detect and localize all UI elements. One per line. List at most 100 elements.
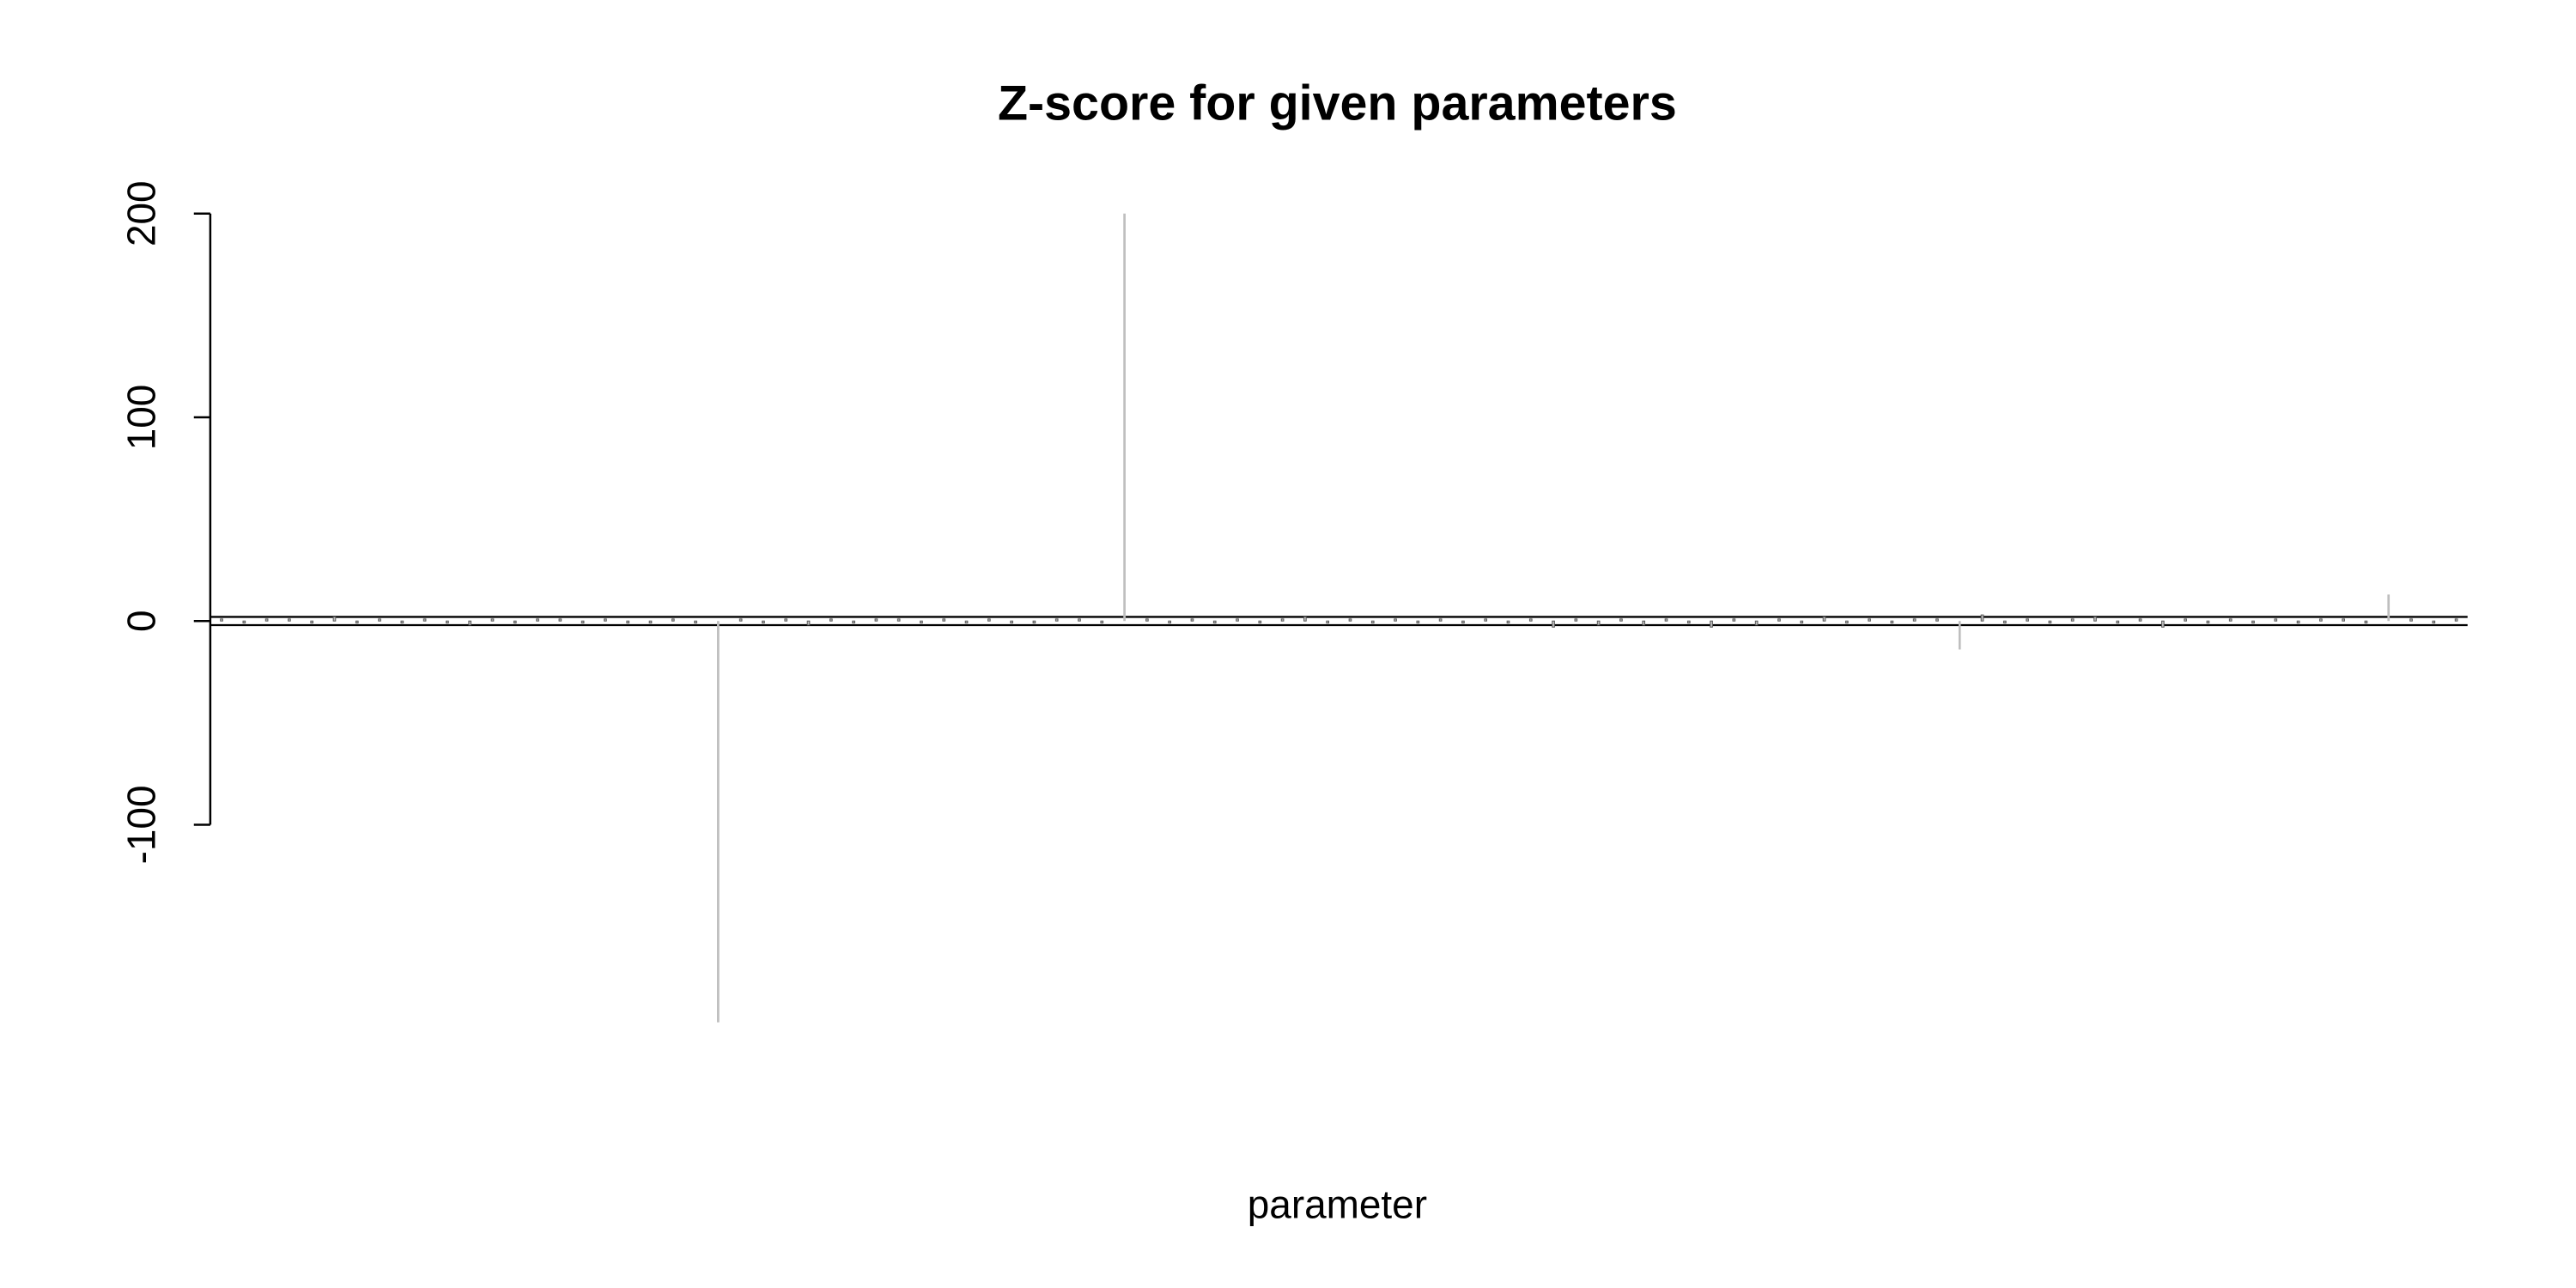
bar	[1686, 620, 1691, 624]
bar	[874, 618, 878, 622]
bar	[1370, 620, 1375, 624]
bar	[920, 620, 923, 624]
bar	[1506, 620, 1510, 624]
bar	[1890, 620, 1894, 624]
bar	[829, 618, 833, 622]
bar	[1596, 620, 1601, 626]
bar	[784, 618, 788, 622]
bar	[1078, 618, 1081, 622]
bar	[468, 620, 472, 626]
bar	[2319, 618, 2323, 622]
bar	[536, 618, 539, 622]
bar	[1800, 620, 1804, 624]
bar	[2342, 618, 2345, 622]
bar	[1619, 618, 1623, 622]
bar	[1168, 620, 1171, 624]
y-tick-label: 200	[118, 180, 163, 246]
bar	[2387, 594, 2391, 622]
bar	[2251, 620, 2255, 624]
bar	[400, 620, 404, 624]
bar	[220, 618, 223, 622]
bar	[490, 618, 495, 622]
bar	[446, 620, 449, 624]
bar	[1461, 620, 1465, 624]
bar	[242, 620, 246, 624]
bar	[1958, 621, 1961, 650]
bar	[1484, 618, 1488, 622]
bar	[648, 620, 653, 624]
bar	[2002, 620, 2007, 624]
bar	[2138, 618, 2142, 622]
bar	[1935, 618, 1939, 622]
bar	[2432, 620, 2436, 624]
bar	[2296, 620, 2300, 624]
bar	[1868, 618, 1871, 622]
bar	[2409, 618, 2413, 622]
bar	[1348, 618, 1352, 622]
bar	[1123, 213, 1126, 622]
bar	[1822, 616, 1826, 622]
chart-title: Z-score for given parameters	[998, 76, 1677, 131]
bar	[558, 618, 562, 622]
bar	[604, 618, 607, 622]
bar	[2093, 616, 2097, 622]
bar	[1732, 618, 1736, 622]
bar	[310, 620, 314, 624]
bar	[2116, 620, 2120, 624]
bar	[1528, 618, 1533, 622]
bar	[1438, 618, 1443, 622]
bar	[355, 620, 359, 624]
bar	[1552, 620, 1555, 628]
bar	[1212, 620, 1217, 624]
bar	[1054, 618, 1059, 622]
bar	[694, 620, 697, 624]
bar	[1980, 614, 1984, 622]
bar	[513, 620, 517, 624]
bar	[332, 616, 337, 622]
bar	[1416, 620, 1420, 624]
bar	[806, 620, 811, 626]
bar	[896, 618, 901, 622]
bar	[1010, 620, 1013, 624]
bar	[2206, 620, 2210, 624]
bar	[717, 621, 720, 1023]
bar	[378, 618, 381, 622]
x-axis-label: parameter	[1248, 1182, 1427, 1226]
bar	[2070, 618, 2075, 622]
bar	[1844, 620, 1849, 624]
bar	[1664, 618, 1668, 622]
bar	[1710, 620, 1713, 628]
bar	[942, 618, 946, 622]
bar	[852, 620, 855, 624]
bar	[1100, 620, 1104, 624]
bar	[762, 620, 765, 624]
bar	[288, 618, 291, 622]
bar	[2274, 618, 2278, 622]
y-tick-label: 100	[118, 385, 163, 451]
bar	[1190, 618, 1194, 622]
bar	[1032, 620, 1036, 624]
bar	[1145, 618, 1149, 622]
bar	[2364, 620, 2368, 624]
bar	[738, 618, 743, 622]
bar	[626, 620, 630, 624]
bar	[2026, 618, 2029, 622]
bar	[422, 618, 427, 622]
bar	[1574, 618, 1578, 622]
y-tick-label: 0	[118, 610, 163, 632]
bar	[1394, 618, 1397, 622]
bar	[1754, 620, 1759, 626]
bar	[1258, 620, 1262, 624]
bar	[580, 620, 585, 624]
bar	[1303, 616, 1307, 622]
bar	[2228, 618, 2233, 622]
bar	[1912, 618, 1917, 622]
bar	[1280, 618, 1285, 622]
bar	[671, 618, 675, 622]
bar	[964, 620, 969, 624]
bar	[2454, 618, 2458, 622]
bar	[264, 618, 269, 622]
bar	[2161, 620, 2165, 628]
